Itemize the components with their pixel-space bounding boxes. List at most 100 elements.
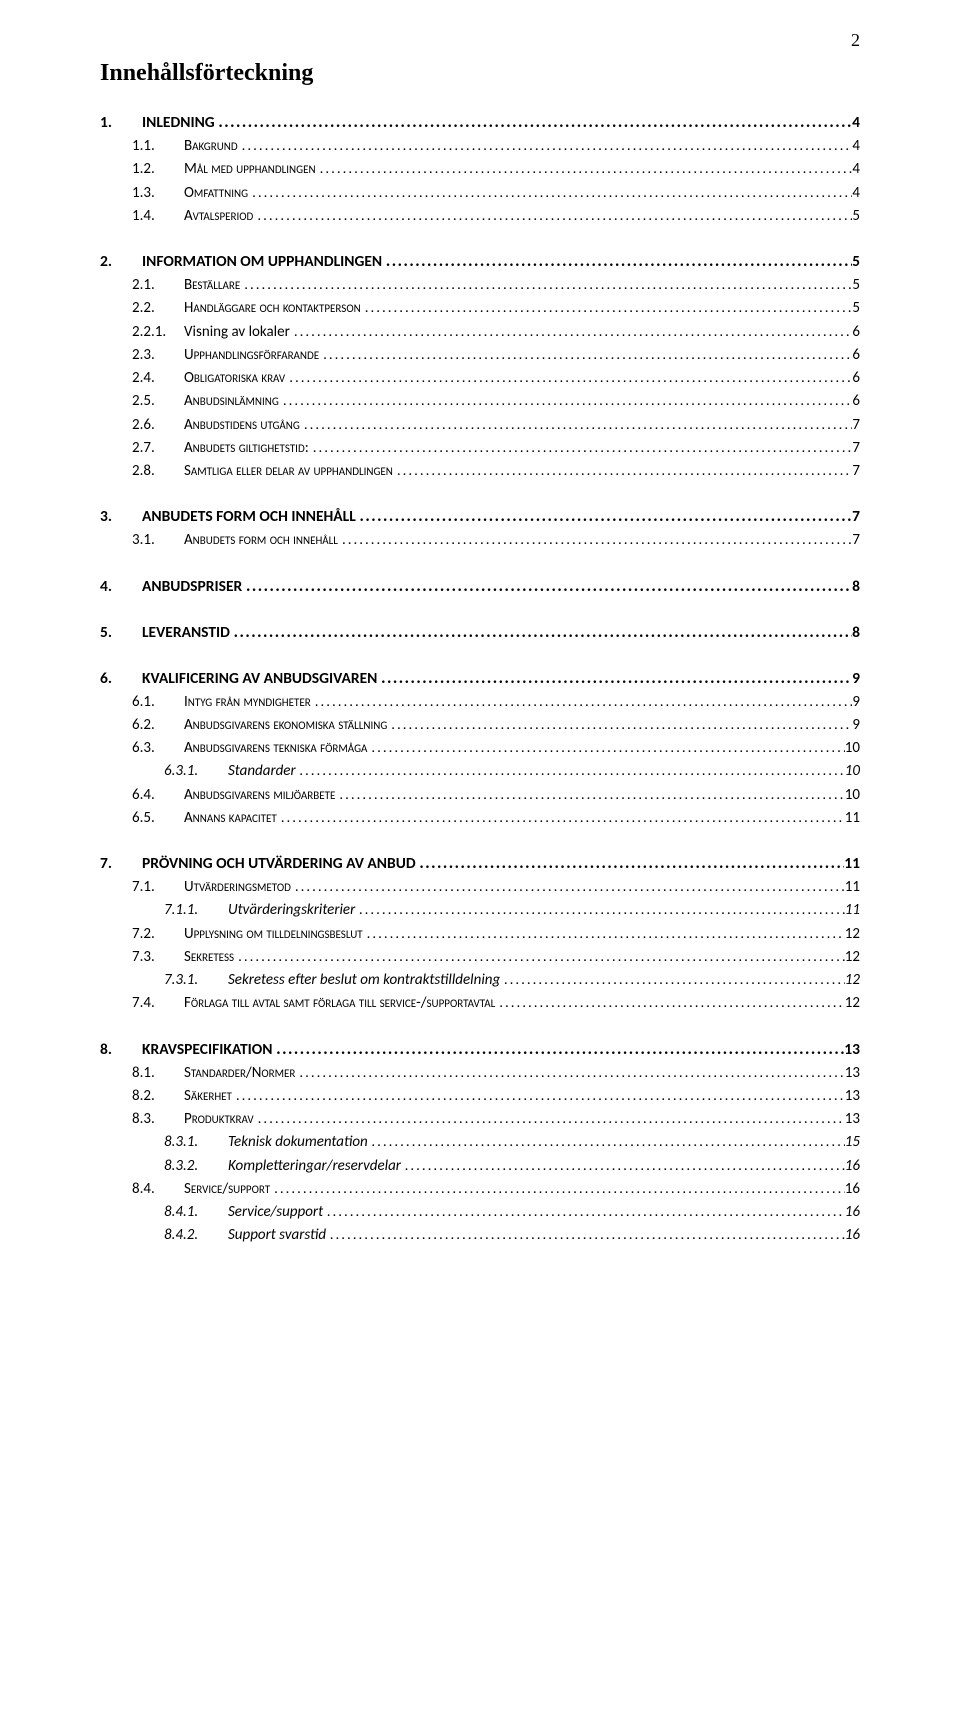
toc-leader-dots: ........................................…: [338, 529, 852, 552]
toc-entry-text: Handläggare och kontaktperson: [180, 297, 361, 320]
toc-row: 2.INFORMATION OM UPPHANDLINGEN..........…: [100, 250, 860, 274]
toc-entry-number: 6.2.: [132, 714, 180, 737]
toc-row: 7.1.Utvärderingsmetod...................…: [132, 876, 860, 899]
toc-leader-dots: ........................................…: [495, 992, 845, 1015]
toc-entry-number: 2.5.: [132, 390, 180, 413]
toc-leader-dots: ........................................…: [295, 1062, 844, 1085]
toc-entry-text: Utvärderingskriterier: [224, 899, 355, 922]
toc-entry-page: 5: [852, 274, 860, 297]
toc-entry-page: 6: [852, 321, 860, 344]
toc-row: 3.1.Anbudets form och innehåll..........…: [132, 529, 860, 552]
toc-row: 4.ANBUDSPRISER..........................…: [100, 575, 860, 599]
toc-entry-page: 16: [845, 1155, 860, 1178]
toc-entry-number: 2.1.: [132, 274, 180, 297]
toc-entry-page: 13: [844, 1038, 860, 1062]
toc-row: 5.LEVERANSTID...........................…: [100, 621, 860, 645]
toc-entry-text: Anbudets giltighetstid:: [180, 437, 309, 460]
toc-entry-text: Anbudsinlämning: [180, 390, 279, 413]
toc-entry-text: ANBUDSPRISER: [138, 575, 242, 599]
toc-row: 7.3.Sekretess...........................…: [132, 946, 860, 969]
toc-entry-text: Mål med upphandlingen: [180, 158, 316, 181]
toc-entry-text: Anbudsgivarens ekonomiska ställning: [180, 714, 387, 737]
toc-entry-page: 13: [845, 1062, 860, 1085]
toc-row: 2.1.Beställare..........................…: [132, 274, 860, 297]
toc-entry-page: 8: [852, 575, 860, 599]
toc-entry-text: Annans kapacitet: [180, 807, 277, 830]
toc-row: 6.3.Anbudsgivarens tekniska förmåga.....…: [132, 737, 860, 760]
toc-entry-number: 7.1.1.: [164, 899, 224, 922]
toc-entry-page: 5: [852, 250, 860, 274]
toc-leader-dots: ........................................…: [254, 1108, 845, 1131]
toc-entry-number: 1.4.: [132, 205, 180, 228]
toc-entry-page: 15: [845, 1131, 860, 1154]
toc-entry-page: 7: [852, 505, 860, 529]
toc-leader-dots: ........................................…: [270, 1178, 845, 1201]
document-page: 2 Innehållsförteckning 1.INLEDNING......…: [0, 0, 960, 1724]
toc-entry-page: 4: [852, 111, 860, 135]
toc-entry-number: 2.2.: [132, 297, 180, 320]
toc-entry-number: 1.3.: [132, 182, 180, 205]
toc-entry-page: 5: [852, 297, 860, 320]
toc-entry-page: 4: [852, 135, 860, 158]
toc-entry-page: 9: [852, 714, 860, 737]
toc-entry-number: 8.2.: [132, 1085, 180, 1108]
toc-entry-page: 10: [845, 784, 860, 807]
toc-leader-dots: ........................................…: [363, 923, 845, 946]
toc-row: 8.3.Produktkrav.........................…: [132, 1108, 860, 1131]
toc-leader-dots: ........................................…: [273, 1038, 845, 1062]
toc-leader-dots: ........................................…: [230, 621, 852, 645]
toc-group-spacer: [100, 553, 860, 563]
toc-entry-number: 5.: [100, 621, 138, 645]
toc-entry-text: INFORMATION OM UPPHANDLINGEN: [138, 250, 382, 274]
toc-entry-page: 8: [852, 621, 860, 645]
toc-row: 6.5.Annans kapacitet....................…: [132, 807, 860, 830]
toc-leader-dots: ........................................…: [377, 667, 852, 691]
toc-entry-number: 2.: [100, 250, 138, 274]
toc-leader-dots: ........................................…: [291, 876, 845, 899]
toc-entry-text: ANBUDETS FORM OCH INNEHÅLL: [138, 505, 356, 529]
toc-entry-number: 7.1.: [132, 876, 180, 899]
toc-container: 1.INLEDNING.............................…: [100, 111, 860, 1248]
toc-leader-dots: ........................................…: [367, 737, 844, 760]
toc-entry-page: 11: [845, 876, 860, 899]
toc-leader-dots: ........................................…: [500, 969, 845, 992]
toc-entry-text: KRAVSPECIFIKATION: [138, 1038, 273, 1062]
toc-leader-dots: ........................................…: [401, 1155, 845, 1178]
toc-leader-dots: ........................................…: [368, 1131, 845, 1154]
toc-entry-number: 2.4.: [132, 367, 180, 390]
toc-entry-page: 16: [845, 1201, 860, 1224]
toc-row: 8.1.Standarder/Normer...................…: [132, 1062, 860, 1085]
toc-entry-text: INLEDNING: [138, 111, 215, 135]
toc-row: 8.4.1.Service/support...................…: [164, 1201, 860, 1224]
toc-entry-page: 16: [845, 1178, 860, 1201]
toc-entry-text: Produktkrav: [180, 1108, 254, 1131]
toc-entry-number: 3.1.: [132, 529, 180, 552]
toc-row: 8.4.Service/support.....................…: [132, 1178, 860, 1201]
toc-leader-dots: ........................................…: [300, 414, 853, 437]
toc-row: 1.1.Bakgrund............................…: [132, 135, 860, 158]
toc-entry-number: 7.4.: [132, 992, 180, 1015]
toc-row: 2.4.Obligatoriska krav..................…: [132, 367, 860, 390]
toc-leader-dots: ........................................…: [416, 852, 845, 876]
toc-entry-page: 6: [852, 390, 860, 413]
toc-leader-dots: ........................................…: [238, 135, 853, 158]
toc-entry-text: Intyg från myndigheter: [180, 691, 311, 714]
toc-entry-number: 8.4.: [132, 1178, 180, 1201]
toc-entry-number: 6.: [100, 667, 138, 691]
toc-entry-page: 12: [845, 946, 860, 969]
toc-entry-page: 6: [852, 367, 860, 390]
page-number: 2: [851, 30, 860, 51]
toc-entry-page: 11: [845, 899, 860, 922]
toc-entry-text: Sekretess: [180, 946, 234, 969]
toc-entry-text: Kompletteringar/reservdelar: [224, 1155, 401, 1178]
toc-row: 8.4.2.Support svarstid..................…: [164, 1224, 860, 1247]
toc-leader-dots: ........................................…: [387, 714, 852, 737]
toc-entry-number: 2.3.: [132, 344, 180, 367]
toc-leader-dots: ........................................…: [296, 760, 845, 783]
toc-group-spacer: [100, 483, 860, 493]
toc-group-spacer: [100, 830, 860, 840]
toc-row: 1.3.Omfattning..........................…: [132, 182, 860, 205]
toc-entry-number: 8.1.: [132, 1062, 180, 1085]
toc-group-spacer: [100, 599, 860, 609]
toc-title: Innehållsförteckning: [100, 60, 860, 87]
